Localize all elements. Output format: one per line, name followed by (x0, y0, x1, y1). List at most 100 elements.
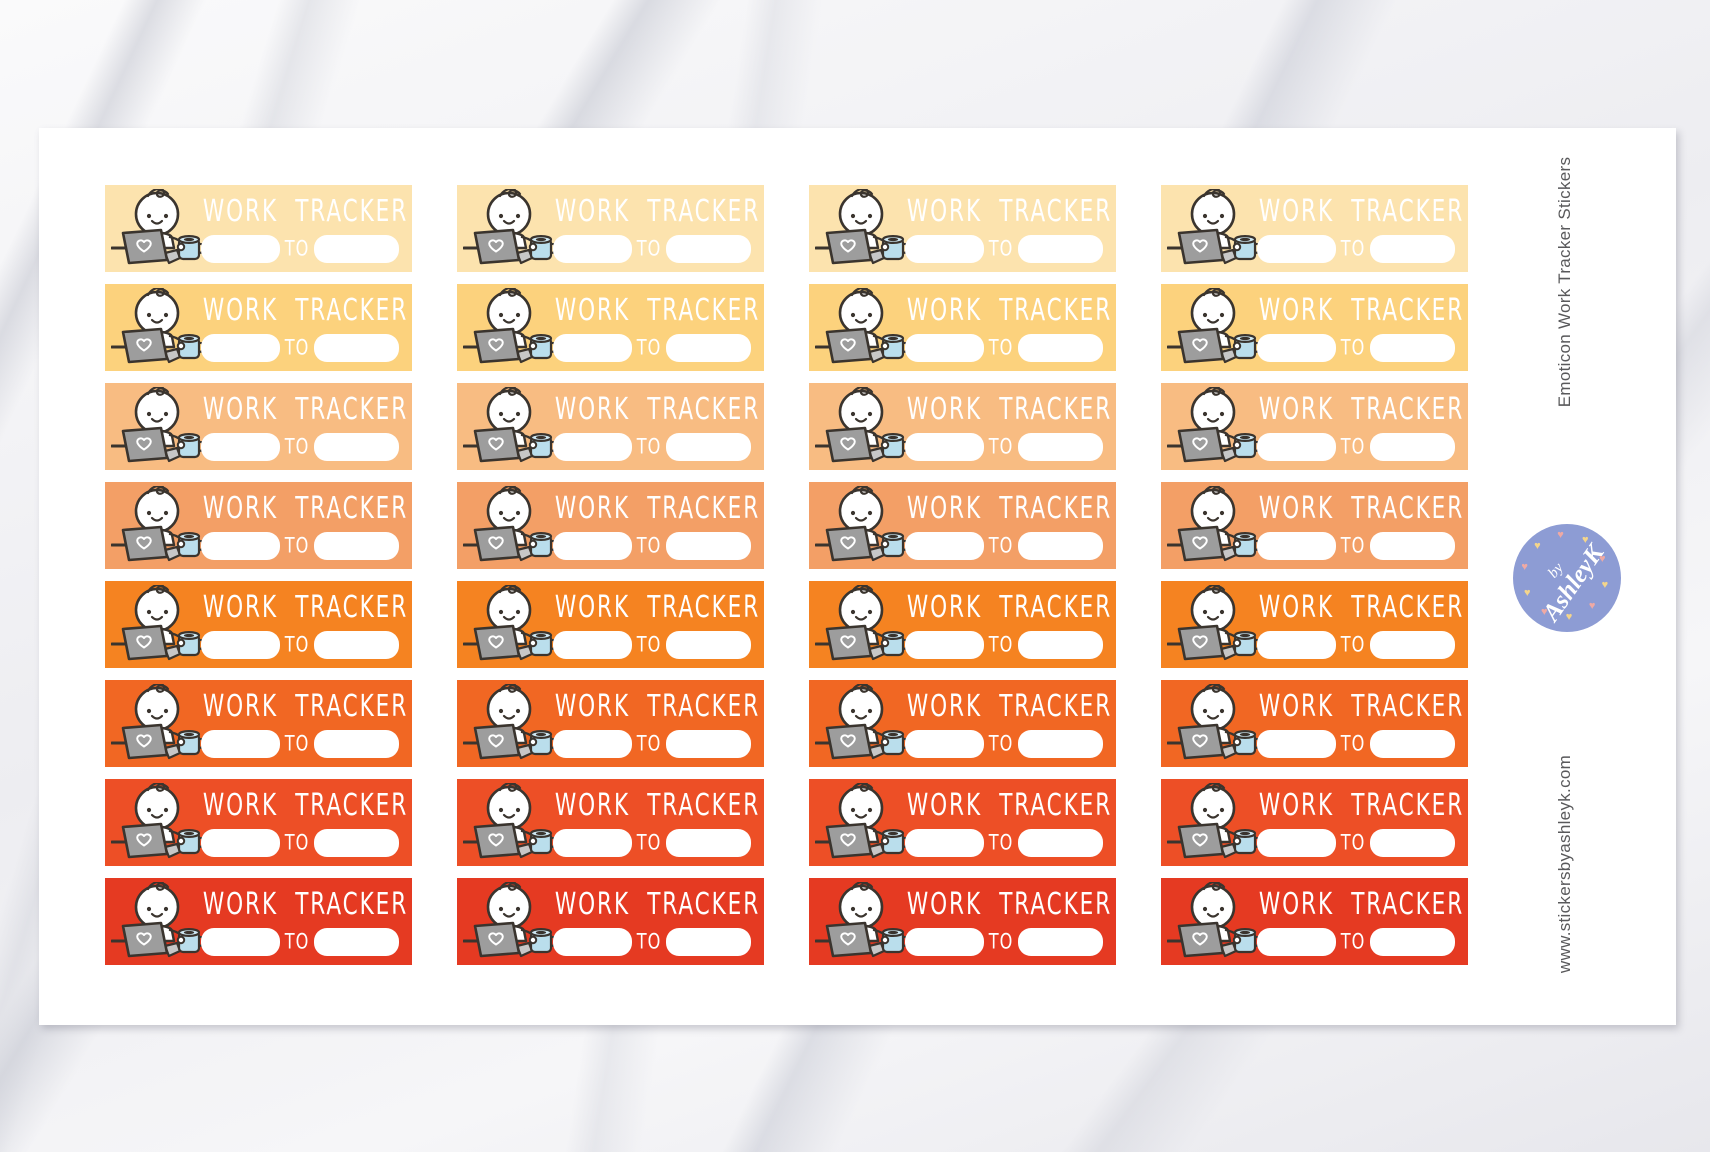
emoticon-head (838, 785, 884, 831)
laptop-lid (1177, 921, 1225, 958)
smile (502, 813, 516, 819)
emoticon-head (1190, 785, 1236, 831)
sticker-title: WORK TRACKER (554, 591, 761, 625)
heart-on-laptop-icon (1192, 536, 1208, 550)
emoticon-at-laptop-icon (111, 288, 206, 364)
time-from-blank-field (553, 532, 632, 560)
work-tracker-sticker: WORK TRACKER TO (105, 482, 412, 569)
to-label: TO (636, 533, 662, 559)
heart-on-laptop-icon (136, 734, 152, 748)
sticker-title: WORK TRACKER (906, 690, 1113, 724)
to-label: TO (284, 533, 310, 559)
time-to-blank-field (1018, 433, 1103, 461)
to-label: TO (988, 830, 1014, 856)
laptop-lid (1177, 327, 1225, 364)
emoticon-at-laptop-icon (111, 783, 206, 859)
time-from-blank-field (201, 334, 280, 362)
time-from-blank-field (553, 631, 632, 659)
time-from-blank-field (201, 433, 280, 461)
sticker-fields: TO (201, 730, 402, 758)
heart-icon: ♥ (1521, 561, 1528, 574)
to-label: TO (988, 929, 1014, 955)
emoticon-head (486, 389, 532, 435)
time-from-blank-field (1257, 433, 1336, 461)
work-tracker-sticker: WORK TRACKER TO (1161, 581, 1468, 668)
smile (502, 417, 516, 423)
work-tracker-sticker: WORK TRACKER TO (105, 185, 412, 272)
heart-on-laptop-icon (488, 239, 504, 253)
coffee (1239, 237, 1251, 242)
laptop-lid (1177, 228, 1225, 265)
to-label: TO (988, 236, 1014, 262)
smile (854, 615, 868, 621)
sticker-title: WORK TRACKER (202, 789, 409, 823)
hair-curl (498, 288, 522, 297)
time-from-blank-field (201, 631, 280, 659)
heart-icon: ♥ (1565, 610, 1573, 623)
work-tracker-sticker: WORK TRACKER TO (457, 185, 764, 272)
smile (502, 516, 516, 522)
time-to-blank-field (666, 334, 751, 362)
hand (1232, 737, 1242, 747)
laptop-lid (1177, 426, 1225, 463)
smile (502, 219, 516, 225)
smile (854, 912, 868, 918)
hair-curl (850, 585, 874, 594)
hand (528, 539, 538, 549)
hand (176, 341, 186, 351)
to-label: TO (636, 830, 662, 856)
work-tracker-sticker: WORK TRACKER TO (105, 779, 412, 866)
heart-on-laptop-icon (840, 635, 856, 649)
emoticon-at-laptop-icon (463, 585, 558, 661)
emoticon-at-laptop-icon (1167, 783, 1262, 859)
hand (880, 341, 890, 351)
time-to-blank-field (1370, 631, 1455, 659)
sticker-fields: TO (905, 730, 1106, 758)
to-label: TO (988, 335, 1014, 361)
sticker-fields: TO (1257, 235, 1458, 263)
time-to-blank-field (314, 631, 399, 659)
time-to-blank-field (1370, 730, 1455, 758)
emoticon-head (134, 191, 180, 237)
time-to-blank-field (1370, 433, 1455, 461)
time-to-blank-field (314, 829, 399, 857)
emoticon-head (486, 488, 532, 534)
to-label: TO (636, 335, 662, 361)
sticker-title: WORK TRACKER (554, 195, 761, 229)
emoticon-head (838, 191, 884, 237)
smile (854, 318, 868, 324)
emoticon-head (486, 587, 532, 633)
emoticon-head (1190, 686, 1236, 732)
coffee (183, 633, 195, 638)
time-to-blank-field (666, 730, 751, 758)
emoticon-at-laptop-icon (463, 684, 558, 760)
smile (502, 615, 516, 621)
heart-on-laptop-icon (488, 833, 504, 847)
time-from-blank-field (201, 829, 280, 857)
smile (150, 516, 164, 522)
emoticon-head (838, 587, 884, 633)
heart-icon: ♥ (1541, 605, 1548, 618)
hand (880, 638, 890, 648)
smile (854, 516, 868, 522)
smile (150, 714, 164, 720)
sticker-fields: TO (201, 928, 402, 956)
time-from-blank-field (201, 532, 280, 560)
work-tracker-sticker: WORK TRACKER TO (809, 482, 1116, 569)
hand (1232, 638, 1242, 648)
sticker-title: WORK TRACKER (906, 393, 1113, 427)
work-tracker-sticker: WORK TRACKER TO (457, 680, 764, 767)
heart-on-laptop-icon (840, 833, 856, 847)
heart-on-laptop-icon (840, 932, 856, 946)
smile (1206, 516, 1220, 522)
sticker-title: WORK TRACKER (1258, 591, 1465, 625)
laptop-lid (121, 822, 169, 859)
work-tracker-sticker: WORK TRACKER TO (1161, 779, 1468, 866)
hand (528, 440, 538, 450)
emoticon-head (134, 884, 180, 930)
laptop-lid (1177, 723, 1225, 760)
time-to-blank-field (666, 433, 751, 461)
hand (176, 539, 186, 549)
sticker-title: WORK TRACKER (554, 888, 761, 922)
time-from-blank-field (553, 730, 632, 758)
